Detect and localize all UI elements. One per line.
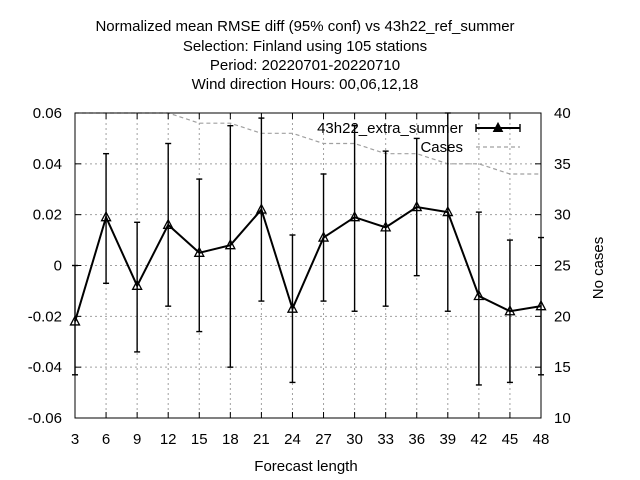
data-point	[162, 218, 174, 229]
chart-title: Normalized mean RMSE diff (95% conf) vs …	[95, 18, 514, 93]
data-point	[380, 220, 392, 232]
x-tick-label: 27	[315, 431, 332, 448]
data-point	[442, 205, 454, 217]
title-line-1: Normalized mean RMSE diff (95% conf) vs …	[95, 18, 514, 35]
x-tick-label: 48	[533, 431, 550, 448]
x-tick-label: 45	[502, 431, 519, 448]
title-line-4: Wind direction Hours: 00,06,12,18	[192, 76, 419, 93]
grid	[75, 113, 541, 418]
x-tick-label: 15	[191, 431, 208, 448]
data-point	[193, 246, 205, 257]
y2-tick-label: 35	[554, 156, 571, 173]
legend: 43h22_extra_summer Cases	[317, 120, 521, 156]
title-line-2: Selection: Finland using 105 stations	[183, 38, 427, 55]
y-tick-label: 0.04	[33, 156, 62, 173]
x-tick-label: 18	[222, 431, 239, 448]
x-tick-label: 12	[160, 431, 177, 448]
cases-series	[75, 112, 541, 175]
data-point	[100, 210, 112, 222]
y2-axis-label: No cases	[590, 237, 607, 300]
data-point	[504, 304, 516, 316]
y-tick-label: -0.02	[28, 308, 62, 325]
data-point	[255, 203, 267, 214]
y2-tick-label: 40	[554, 105, 571, 122]
y2-tick-label: 25	[554, 258, 571, 275]
data-point	[473, 289, 485, 301]
x-tick-label: 39	[439, 431, 456, 448]
title-line-3: Period: 20220701-20220710	[210, 57, 400, 74]
cases-line	[75, 112, 541, 175]
x-tick-label: 42	[471, 431, 488, 448]
x-tick-label: 3	[71, 431, 79, 448]
x-tick-label: 6	[102, 431, 110, 448]
y-tick-label: 0.02	[33, 207, 62, 224]
legend-marker	[492, 121, 504, 132]
x-tick-label: 21	[253, 431, 270, 448]
x-axis-label: Forecast length	[254, 458, 357, 475]
legend-label-series: 43h22_extra_summer	[317, 120, 463, 137]
data-point	[286, 302, 299, 313]
y-tick-label: 0.06	[33, 105, 62, 122]
data-point	[224, 238, 236, 250]
legend-label-cases: Cases	[420, 139, 463, 156]
y2-tick-label: 20	[554, 308, 571, 325]
y-tick-label: 0	[54, 258, 62, 275]
x-tick-label: 33	[377, 431, 394, 448]
x-tick-label: 24	[284, 431, 301, 448]
data-point	[349, 210, 361, 222]
x-tick-label: 36	[408, 431, 425, 448]
y2-tick-label: 15	[554, 359, 571, 376]
y2-tick-label: 10	[554, 410, 571, 427]
y2-tick-label: 30	[554, 207, 571, 224]
y-tick-label: -0.06	[28, 410, 62, 427]
x-tick-label: 30	[346, 431, 363, 448]
x-tick-label: 9	[133, 431, 141, 448]
axis-ticks: 3 6 9 12 15 18 21 24 27 30 33 36 39 42 45 48-0.06-0.04-…	[28, 105, 571, 448]
data-point	[411, 200, 423, 212]
data-point	[131, 279, 143, 290]
y-tick-label: -0.04	[28, 359, 62, 376]
data-point	[317, 231, 330, 242]
series-line	[74, 205, 542, 322]
main-series	[69, 112, 547, 386]
